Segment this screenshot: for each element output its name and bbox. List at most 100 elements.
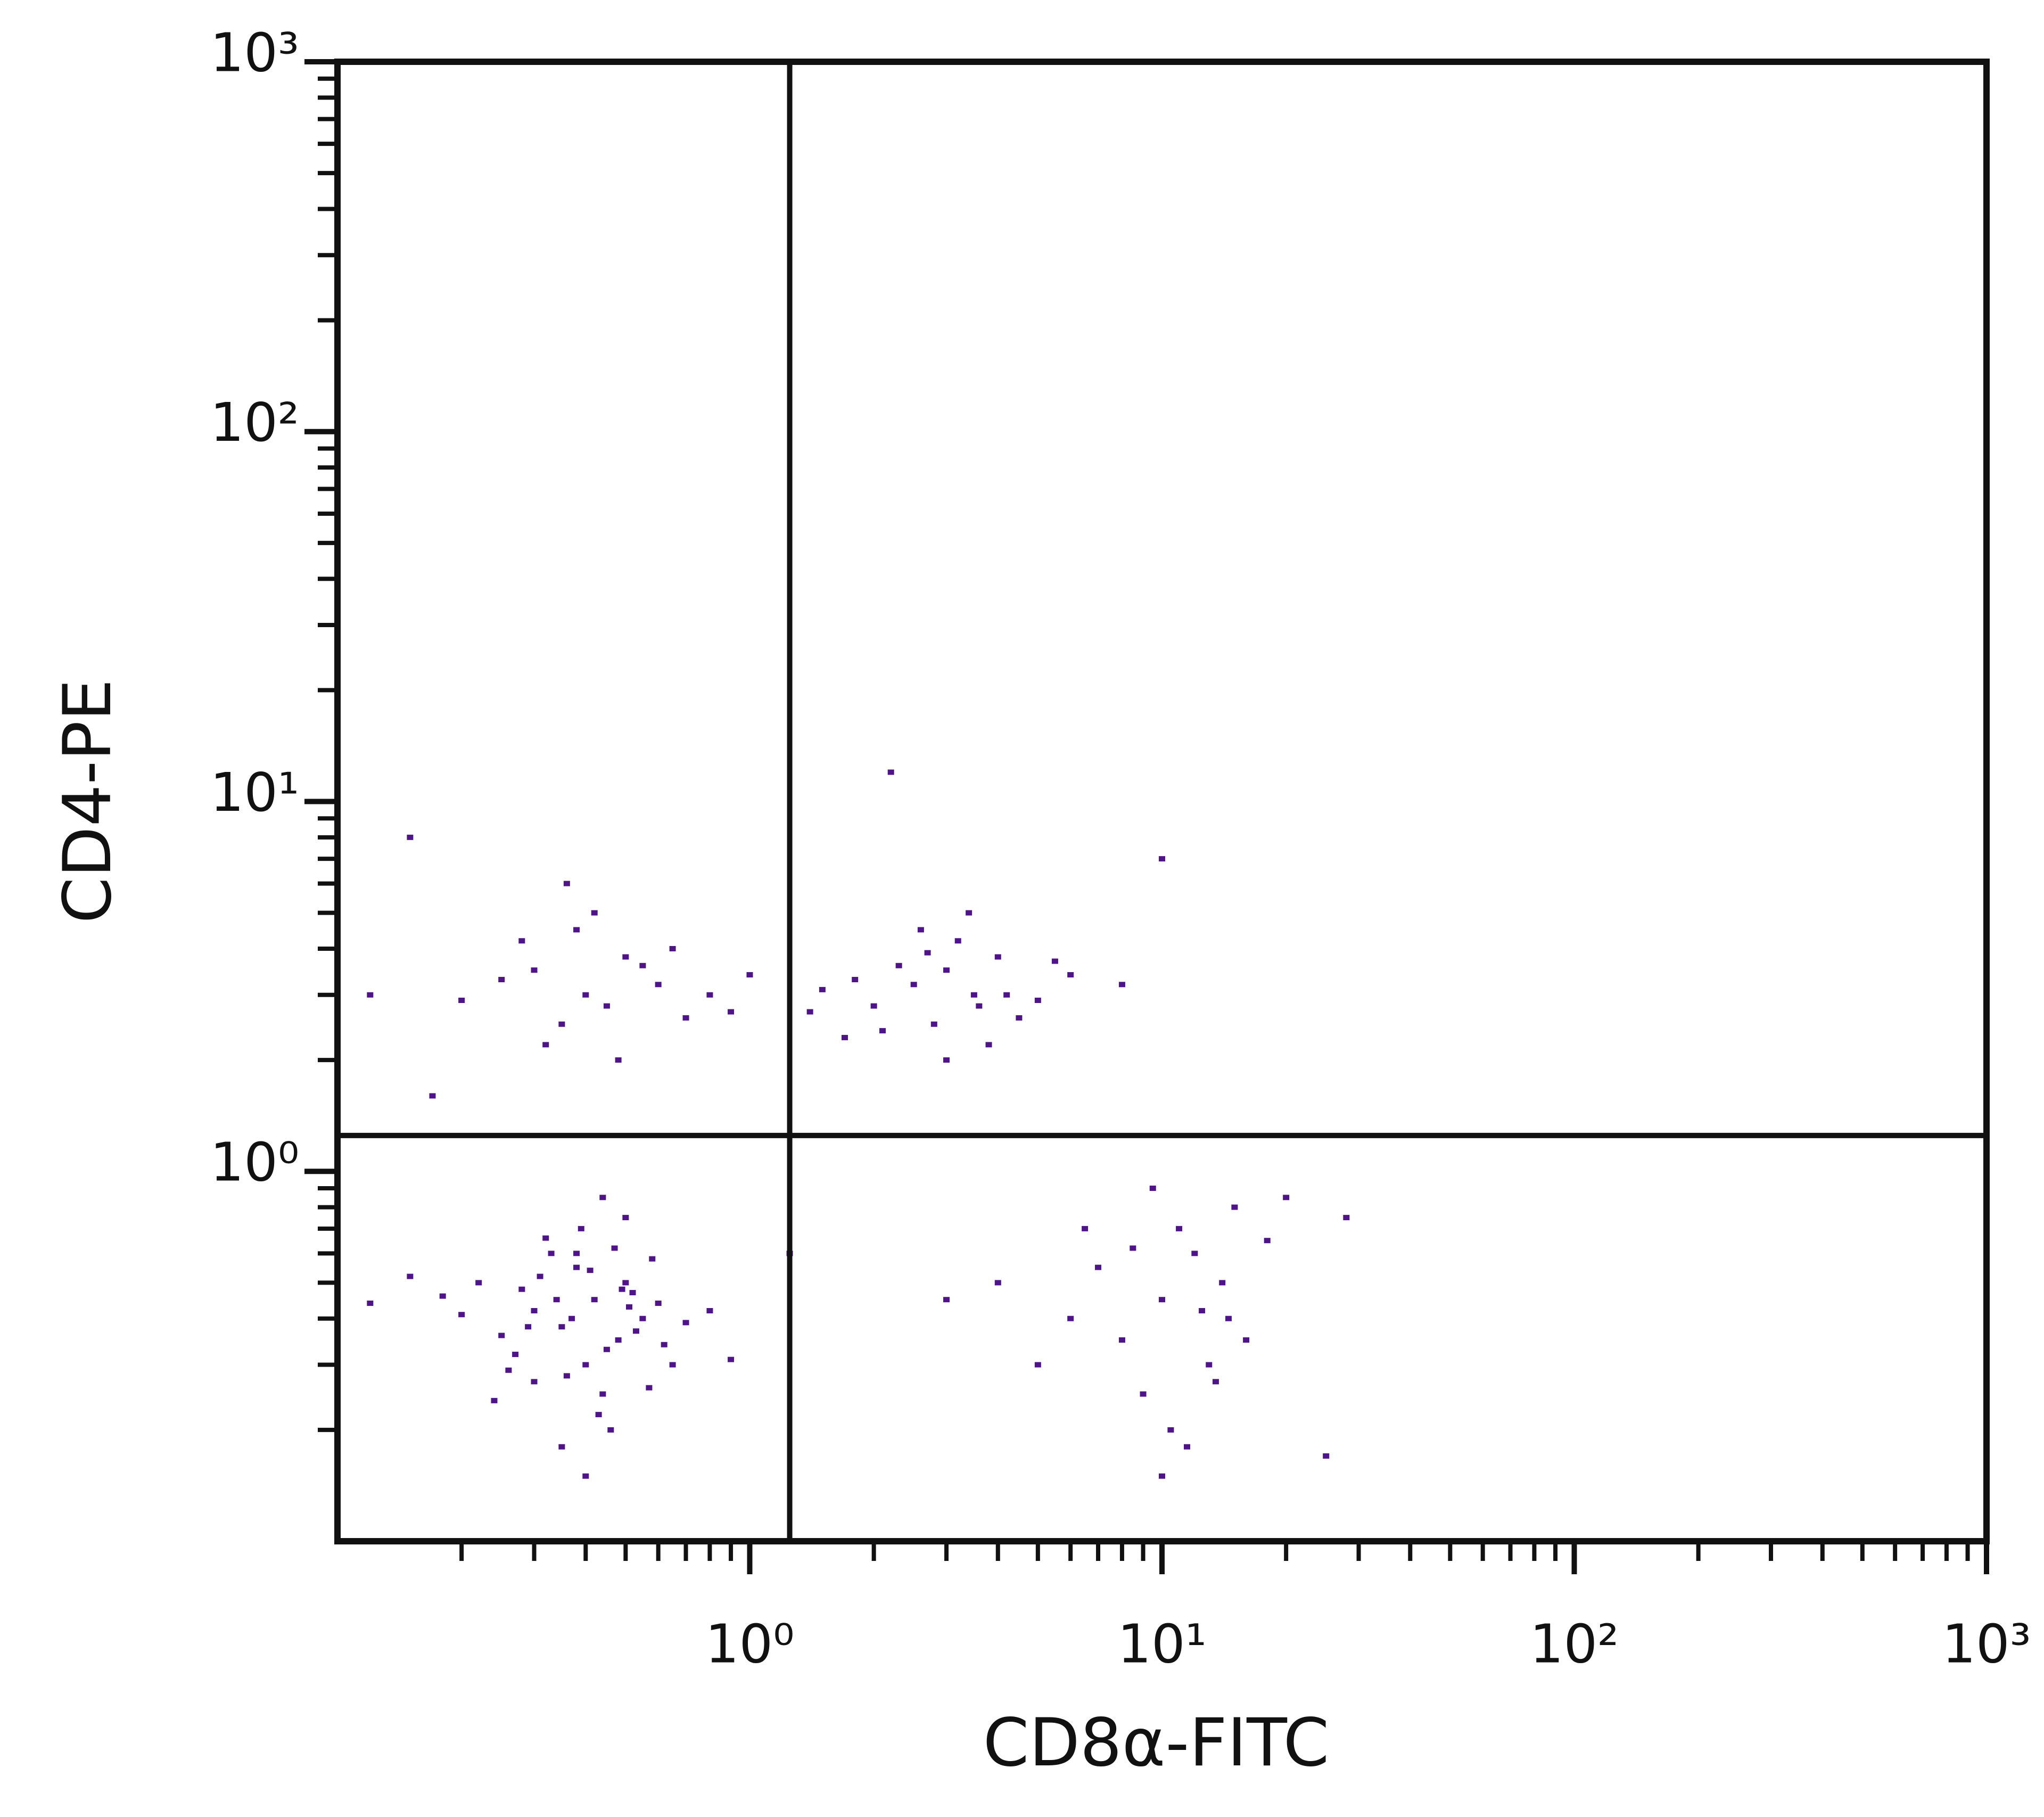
point — [954, 938, 961, 944]
point — [806, 1009, 813, 1015]
point — [1118, 1337, 1125, 1343]
point — [491, 1397, 498, 1403]
point — [819, 986, 826, 992]
point — [985, 1042, 992, 1048]
x-tick-label: 10⁰ — [705, 1613, 794, 1675]
point — [994, 954, 1001, 960]
x-tick-label: 10³ — [1942, 1613, 2031, 1675]
point — [1118, 982, 1125, 988]
point — [622, 1280, 629, 1286]
point — [994, 1280, 1001, 1286]
point — [1095, 1264, 1102, 1270]
point — [542, 1235, 549, 1241]
point — [573, 1264, 580, 1270]
point — [682, 1015, 689, 1021]
point — [367, 1300, 374, 1306]
point — [655, 982, 662, 988]
point — [573, 927, 580, 933]
point — [639, 1316, 646, 1321]
point — [458, 997, 465, 1003]
point — [607, 1427, 614, 1433]
point — [603, 1346, 610, 1352]
point — [429, 1093, 436, 1099]
y-tick-label: 10¹ — [210, 761, 299, 824]
point — [582, 1362, 589, 1368]
point — [615, 1337, 622, 1343]
point — [1264, 1238, 1271, 1244]
point — [626, 1304, 633, 1310]
point — [895, 963, 902, 968]
x-axis-title: CD8α-FITC — [983, 1705, 1329, 1781]
point — [1243, 1337, 1250, 1343]
point — [728, 1009, 735, 1015]
point — [1140, 1391, 1147, 1397]
point — [619, 1286, 625, 1292]
point — [531, 1379, 538, 1385]
point — [568, 1316, 575, 1321]
point — [458, 1312, 465, 1318]
point — [615, 1057, 622, 1063]
point — [563, 1373, 570, 1379]
point — [599, 1391, 606, 1397]
point — [943, 967, 950, 973]
point — [582, 992, 589, 998]
point — [582, 1473, 589, 1479]
point — [1082, 1226, 1089, 1231]
point — [930, 1021, 937, 1027]
point — [518, 938, 525, 944]
point — [498, 1333, 505, 1338]
y-axis-title: CD4-PE — [50, 679, 126, 924]
point — [706, 992, 713, 998]
point — [525, 1324, 532, 1330]
point — [706, 1308, 713, 1313]
point — [595, 1412, 602, 1418]
point — [966, 910, 972, 916]
point — [622, 1215, 629, 1221]
point — [1206, 1362, 1213, 1368]
point — [512, 1352, 519, 1358]
point — [1130, 1245, 1136, 1251]
point — [1149, 1186, 1156, 1191]
point — [531, 1308, 538, 1313]
point — [852, 977, 859, 983]
point — [655, 1300, 662, 1306]
point — [879, 1028, 886, 1034]
point — [1034, 1362, 1041, 1368]
point — [841, 1034, 848, 1040]
point — [622, 954, 629, 960]
point — [976, 1003, 983, 1009]
point — [1323, 1453, 1330, 1459]
point — [1159, 1297, 1165, 1303]
point — [1231, 1204, 1238, 1210]
point — [632, 1328, 639, 1334]
point — [1051, 958, 1058, 964]
point — [573, 1251, 580, 1256]
point — [669, 946, 676, 951]
point — [1159, 1473, 1165, 1479]
point — [649, 1256, 656, 1262]
y-tick-label: 10³ — [210, 21, 299, 84]
point — [587, 1268, 594, 1273]
point — [1199, 1308, 1206, 1313]
point — [661, 1342, 667, 1347]
point — [1067, 1316, 1074, 1321]
point — [611, 1245, 618, 1251]
point — [917, 927, 924, 933]
point — [669, 1362, 676, 1368]
point — [1016, 1015, 1023, 1021]
point — [475, 1280, 482, 1286]
point — [646, 1385, 653, 1391]
point — [924, 950, 931, 956]
point — [591, 1297, 598, 1303]
point — [1191, 1251, 1198, 1256]
point — [367, 992, 374, 998]
point — [599, 1195, 606, 1201]
point — [531, 967, 538, 973]
point — [1159, 856, 1165, 862]
point — [563, 881, 570, 886]
point — [1067, 972, 1074, 978]
point — [728, 1356, 735, 1362]
point — [553, 1297, 560, 1303]
point — [943, 1057, 950, 1063]
point — [1184, 1444, 1191, 1450]
